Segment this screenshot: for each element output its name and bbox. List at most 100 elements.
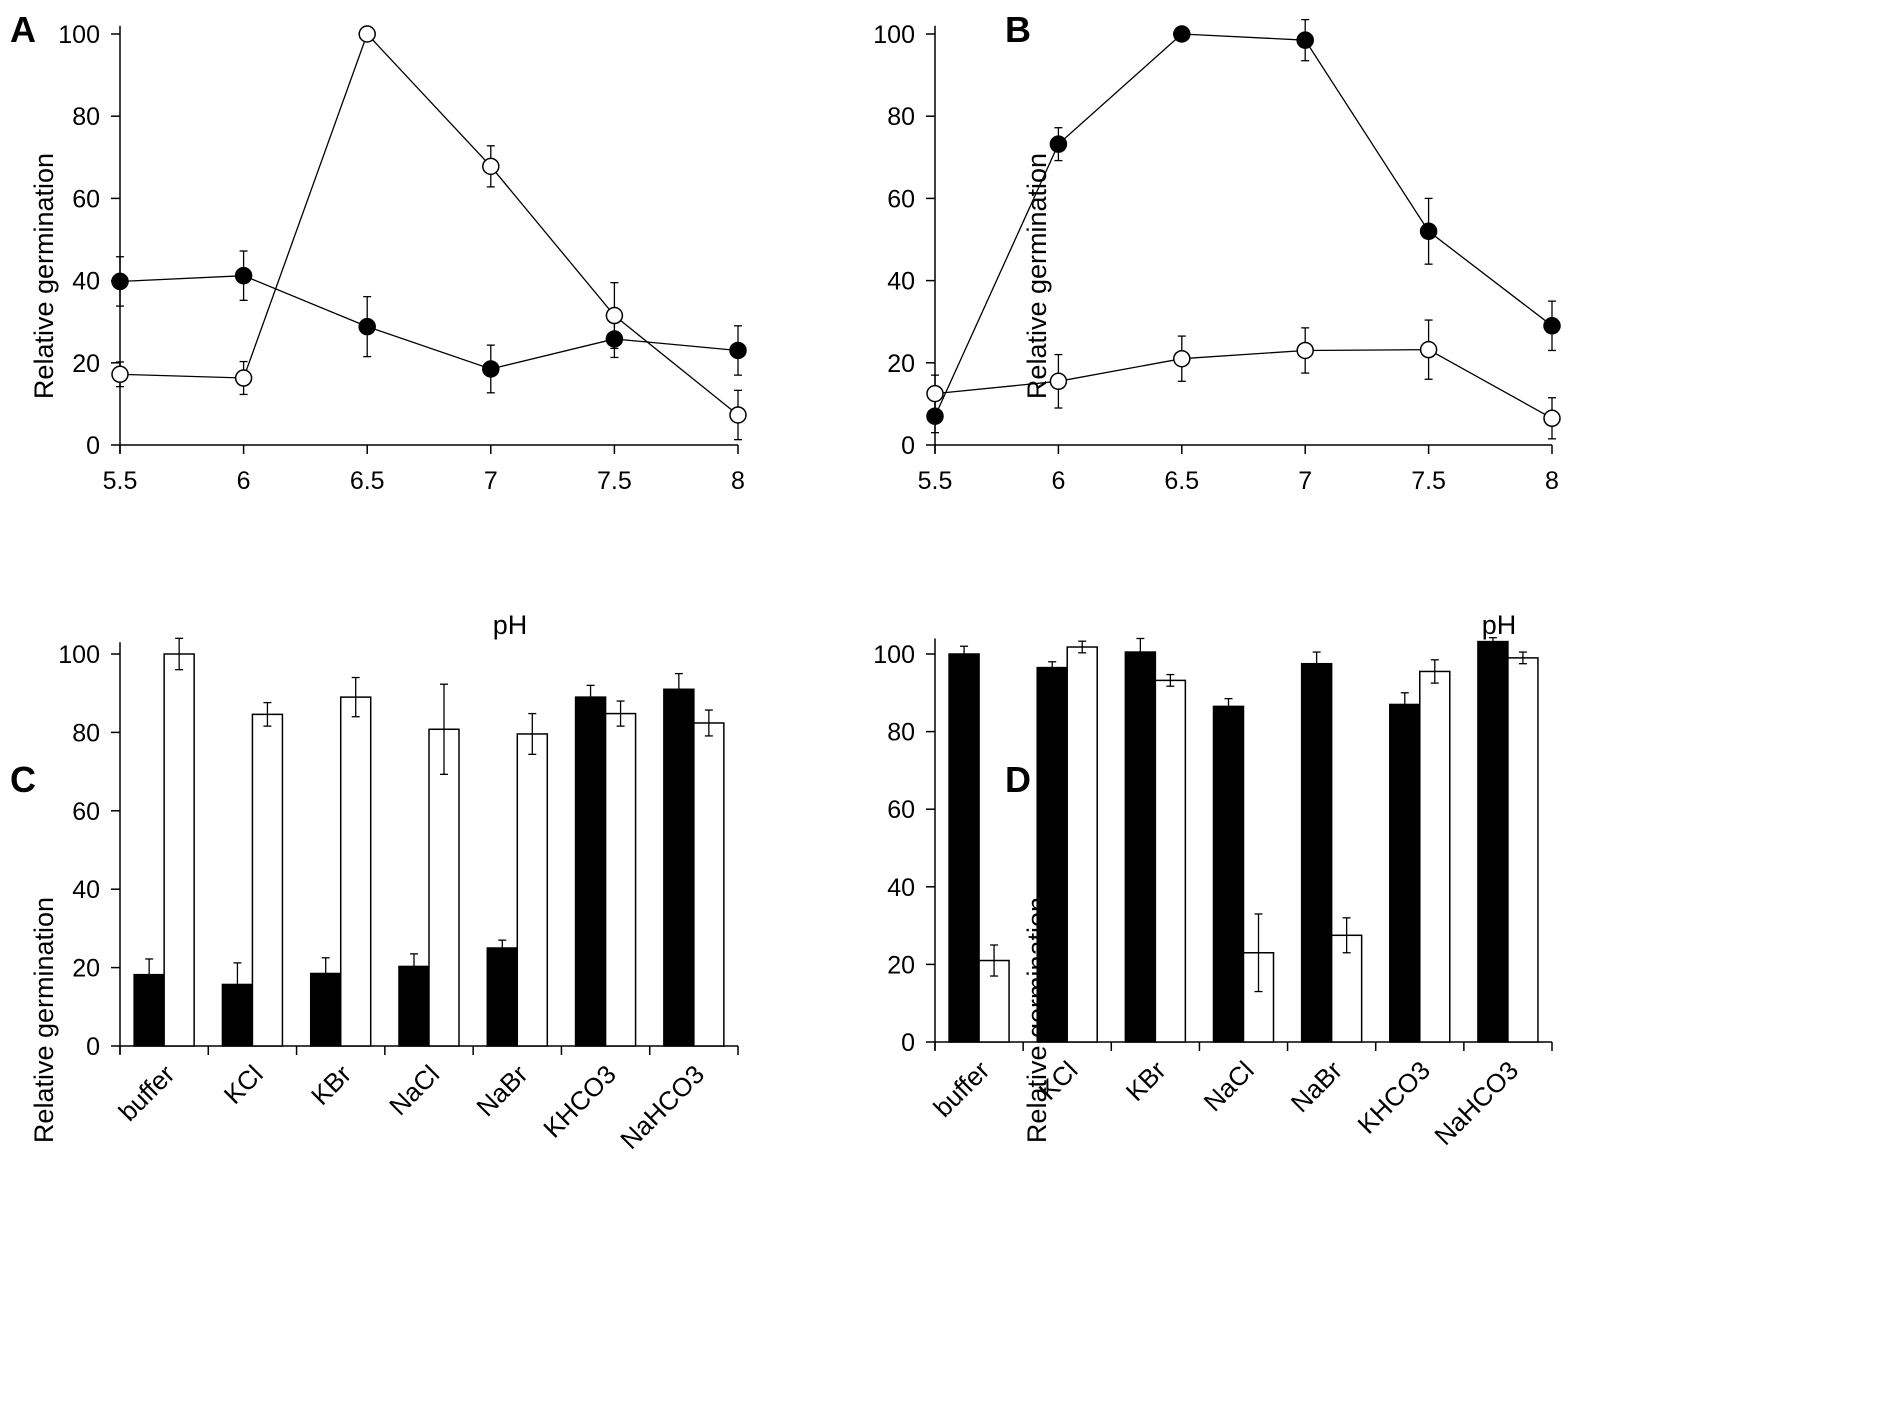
panel-b-y-tick-label: 20 — [887, 350, 915, 378]
panel-c-category-label: KBr — [305, 1059, 357, 1111]
panel-b-x-tick-label: 6.5 — [1164, 467, 1199, 495]
panel-c-y-tick-label: 20 — [72, 955, 100, 983]
panel-a-point-open — [482, 157, 500, 176]
panel-d-y-tick-label: 80 — [887, 719, 915, 747]
panel-b-point-filled — [1173, 25, 1191, 43]
panel-a-point-filled — [482, 360, 500, 378]
panel-a-x-tick-label: 5.5 — [103, 467, 138, 495]
panel-d-bar-filled — [1036, 666, 1068, 1043]
panel-c-bar-filled — [486, 947, 519, 1047]
panel-d-y-tick-label: 40 — [887, 874, 915, 902]
panel-a-y-tick-label: 40 — [72, 268, 100, 296]
panel-b-point-open — [1173, 349, 1191, 368]
panel-d-bar-open — [1419, 670, 1451, 1043]
panel-d-category-label: buffer — [927, 1055, 995, 1123]
panel-c-category-label: NaCl — [383, 1059, 445, 1121]
panel-b-x-tick-label: 5.5 — [918, 467, 953, 495]
panel-b-letter: B — [1005, 9, 1031, 50]
panel-b-point-open — [1419, 340, 1438, 359]
panel-c-y-tick-label: 0 — [86, 1033, 100, 1061]
panel-a-y-tick-label: 20 — [72, 350, 100, 378]
panel-a-y-tick-label: 100 — [58, 21, 100, 49]
panel-b-point-open — [1296, 341, 1314, 360]
panel-a-point-open — [111, 365, 129, 384]
panel-d-bar-open — [1507, 657, 1539, 1043]
panel-d-bar-open — [1154, 679, 1187, 1043]
panel-c-category-label: KCl — [218, 1059, 269, 1110]
panel-b-y-tick-label: 40 — [887, 268, 915, 296]
panel-c: C Relative germination 0 20 40 60 80 100 buffe… — [10, 637, 739, 1155]
panel-b-x-axis-title: pH — [1482, 610, 1517, 640]
panel-a-point-open — [358, 25, 376, 43]
panel-c-y-tick-label: 60 — [72, 798, 100, 826]
panel-c-bar-filled — [574, 696, 607, 1047]
panel-a-y-tick-label: 80 — [72, 103, 100, 131]
panel-a-letter: A — [10, 9, 36, 50]
panel-a-y-tick-label: 0 — [86, 432, 100, 460]
panel-b-x-tick-label: 6 — [1051, 467, 1065, 495]
panel-d-bar-filled — [1389, 703, 1421, 1043]
panel-a: A Relative germination pH 0 20 40 60 80 100 5.… — [10, 9, 747, 640]
panel-b-y-tick-label: 0 — [901, 432, 915, 460]
panel-d-bar-open — [1066, 646, 1098, 1043]
panel-b-y-tick-label: 100 — [873, 21, 915, 49]
panel-d-bar-filled — [948, 653, 980, 1043]
panel-c-bar-open — [604, 712, 637, 1047]
panel-a-series-filled-line — [119, 275, 739, 370]
panel-c-bar-open — [163, 653, 195, 1047]
panel-c-category-label: NaBr — [470, 1059, 533, 1122]
panel-c-bar-filled — [663, 688, 695, 1047]
panel-c-y-tick-label: 40 — [72, 876, 100, 904]
panel-d-category-label: NaCl — [1198, 1055, 1260, 1117]
panel-a-point-filled — [605, 330, 624, 348]
panel-c-bar-open — [251, 713, 284, 1047]
panel-b-point-filled — [926, 407, 944, 425]
panel-a-x-tick-label: 8 — [731, 467, 745, 495]
panel-a-point-filled — [729, 341, 747, 360]
panel-c-y-tick-label: 80 — [72, 719, 100, 747]
panel-d-bar-filled — [1300, 662, 1333, 1043]
panel-d-category-label: NaBr — [1285, 1055, 1348, 1118]
panel-b-point-filled — [1419, 222, 1438, 241]
panel-d-bar-filled — [1124, 651, 1157, 1043]
panel-c-bar-open — [693, 722, 725, 1047]
panel-d-bar-filled — [1477, 640, 1509, 1043]
panel-b-point-open — [1543, 409, 1561, 428]
panel-b-point-filled — [1543, 317, 1561, 335]
panel-b-x-tick-label: 7 — [1298, 467, 1312, 495]
panel-b-y-tick-label: 60 — [887, 185, 915, 213]
panel-a-point-open — [729, 406, 747, 424]
panel-d-y-tick-label: 20 — [887, 951, 915, 979]
panel-a-point-filled — [358, 317, 376, 336]
panel-a-x-tick-label: 7 — [484, 467, 498, 495]
panel-c-category-label: NaHCO3 — [614, 1059, 710, 1155]
panel-d-category-label: KHCO3 — [1351, 1055, 1436, 1140]
panel-d-bar-filled — [1212, 705, 1245, 1043]
panel-c-y-tick-label: 100 — [58, 641, 100, 669]
panel-d-category-label: NaHCO3 — [1428, 1055, 1524, 1151]
panel-b-x-tick-label: 8 — [1545, 467, 1559, 495]
panel-d: D Relative germination 020406080100buffe… — [873, 637, 1553, 1151]
panel-c-letter: C — [10, 759, 36, 800]
panel-d-category-label: KBr — [1120, 1055, 1172, 1107]
panel-d-y-tick-label: 60 — [887, 796, 915, 824]
panel-b-y-tick-label: 80 — [887, 103, 915, 131]
panel-b-point-open — [1049, 372, 1068, 391]
panel-c-bar-open — [428, 728, 460, 1047]
panel-b-y-axis-title: Relative germination — [1022, 153, 1052, 399]
panel-a-point-open — [234, 369, 253, 387]
panel-c-bar-open — [516, 733, 549, 1047]
panel-a-x-tick-label: 7.5 — [597, 467, 632, 495]
panel-b-x-tick-label: 7.5 — [1411, 467, 1446, 495]
panel-a-x-tick-label: 6 — [237, 467, 251, 495]
panel-a-x-tick-label: 6.5 — [350, 467, 385, 495]
panel-a-point-filled — [234, 266, 253, 285]
panel-b-point-filled — [1049, 135, 1068, 153]
panel-b-point-open — [926, 384, 944, 403]
panel-d-y-tick-label: 0 — [901, 1029, 915, 1057]
panel-a-series-open-line — [119, 32, 739, 416]
panel-b-point-filled — [1296, 31, 1314, 49]
panel-c-bar-open — [339, 696, 372, 1047]
panel-a-y-tick-label: 60 — [72, 185, 100, 213]
